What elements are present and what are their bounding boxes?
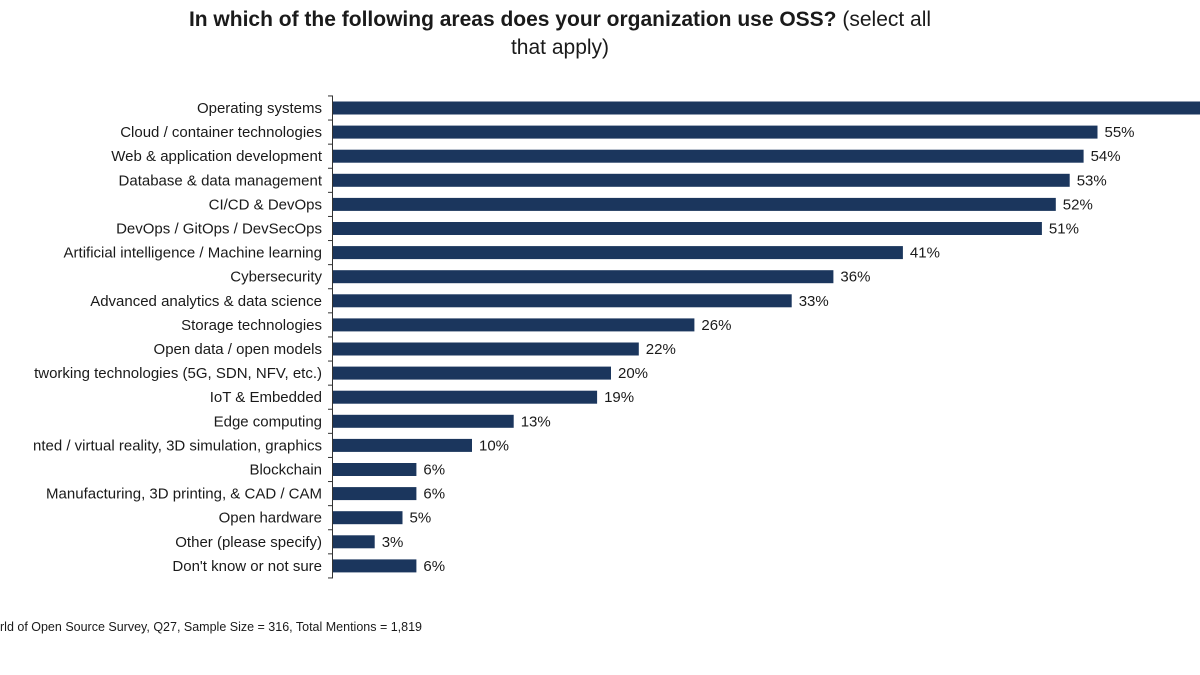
category-label: Web & application development bbox=[111, 148, 323, 165]
bar bbox=[333, 270, 834, 284]
bar bbox=[333, 438, 472, 452]
category-label: Blockchain bbox=[249, 462, 322, 479]
bar bbox=[333, 559, 417, 573]
data-label: 13% bbox=[521, 413, 551, 430]
bar bbox=[333, 101, 1200, 115]
category-label: tworking technologies (5G, SDN, NFV, etc… bbox=[34, 365, 322, 382]
chart-title-note-1: (select all bbox=[836, 8, 932, 31]
bar bbox=[333, 414, 514, 428]
bar bbox=[333, 222, 1042, 235]
category-label: Manufacturing, 3D printing, & CAD / CAM bbox=[46, 486, 322, 503]
data-label: 6% bbox=[423, 486, 445, 503]
category-label: Operating systems bbox=[197, 100, 322, 117]
bar bbox=[333, 535, 375, 549]
bar-chart: Operating systems Cloud / container techn… bbox=[33, 95, 1200, 579]
category-label: Open data / open models bbox=[154, 341, 322, 358]
data-label: 36% bbox=[840, 269, 870, 286]
data-label: 6% bbox=[423, 558, 445, 575]
chart-title-note-2: that apply) bbox=[510, 36, 610, 59]
data-label: 22% bbox=[646, 341, 676, 358]
source-footnote: rld of Open Source Survey, Q27, Sample S… bbox=[0, 620, 423, 634]
data-label: 10% bbox=[479, 437, 509, 454]
category-label: Artificial intelligence / Machine learni… bbox=[64, 245, 322, 262]
category-label: Advanced analytics & data science bbox=[90, 293, 322, 310]
data-label: 51% bbox=[1049, 221, 1079, 238]
data-label: 55% bbox=[1105, 124, 1135, 141]
category-label: nted / virtual reality, 3D simulation, g… bbox=[33, 437, 322, 454]
bar bbox=[333, 173, 1070, 187]
data-label: 26% bbox=[701, 317, 731, 334]
data-label: 6% bbox=[423, 462, 445, 479]
bar bbox=[333, 342, 639, 356]
chart-title-bold: In which of the following areas does you… bbox=[188, 8, 837, 31]
bar bbox=[333, 149, 1084, 163]
bar bbox=[333, 487, 417, 501]
data-label: 3% bbox=[382, 534, 404, 551]
bar bbox=[333, 246, 903, 260]
data-label: 41% bbox=[910, 245, 940, 262]
bar bbox=[333, 294, 792, 308]
bar bbox=[333, 366, 611, 380]
category-label: Open hardware bbox=[219, 510, 322, 527]
category-label: Cybersecurity bbox=[230, 269, 322, 286]
data-label: 52% bbox=[1063, 196, 1093, 213]
category-label: Edge computing bbox=[214, 413, 322, 430]
bar bbox=[333, 197, 1056, 211]
data-label: 53% bbox=[1077, 172, 1107, 189]
category-label: DevOps / GitOps / DevSecOps bbox=[116, 221, 322, 238]
category-label: Database & data management bbox=[119, 172, 323, 189]
data-label: 20% bbox=[618, 365, 648, 382]
bar bbox=[333, 463, 417, 476]
category-label: Don't know or not sure bbox=[172, 558, 322, 575]
category-label: IoT & Embedded bbox=[210, 389, 322, 406]
bar bbox=[333, 125, 1098, 139]
category-label: Other (please specify) bbox=[175, 534, 322, 551]
data-label: 5% bbox=[410, 510, 432, 527]
bar bbox=[333, 318, 695, 332]
bar bbox=[333, 390, 598, 404]
category-label: CI/CD & DevOps bbox=[209, 196, 322, 213]
category-label: Cloud / container technologies bbox=[120, 124, 322, 141]
data-label: 19% bbox=[604, 389, 634, 406]
data-label: 33% bbox=[799, 293, 829, 310]
bar bbox=[333, 511, 403, 525]
data-label: 54% bbox=[1091, 148, 1121, 165]
chart-title: In which of the following areas does you… bbox=[110, 6, 1010, 62]
category-label: Storage technologies bbox=[181, 317, 322, 334]
